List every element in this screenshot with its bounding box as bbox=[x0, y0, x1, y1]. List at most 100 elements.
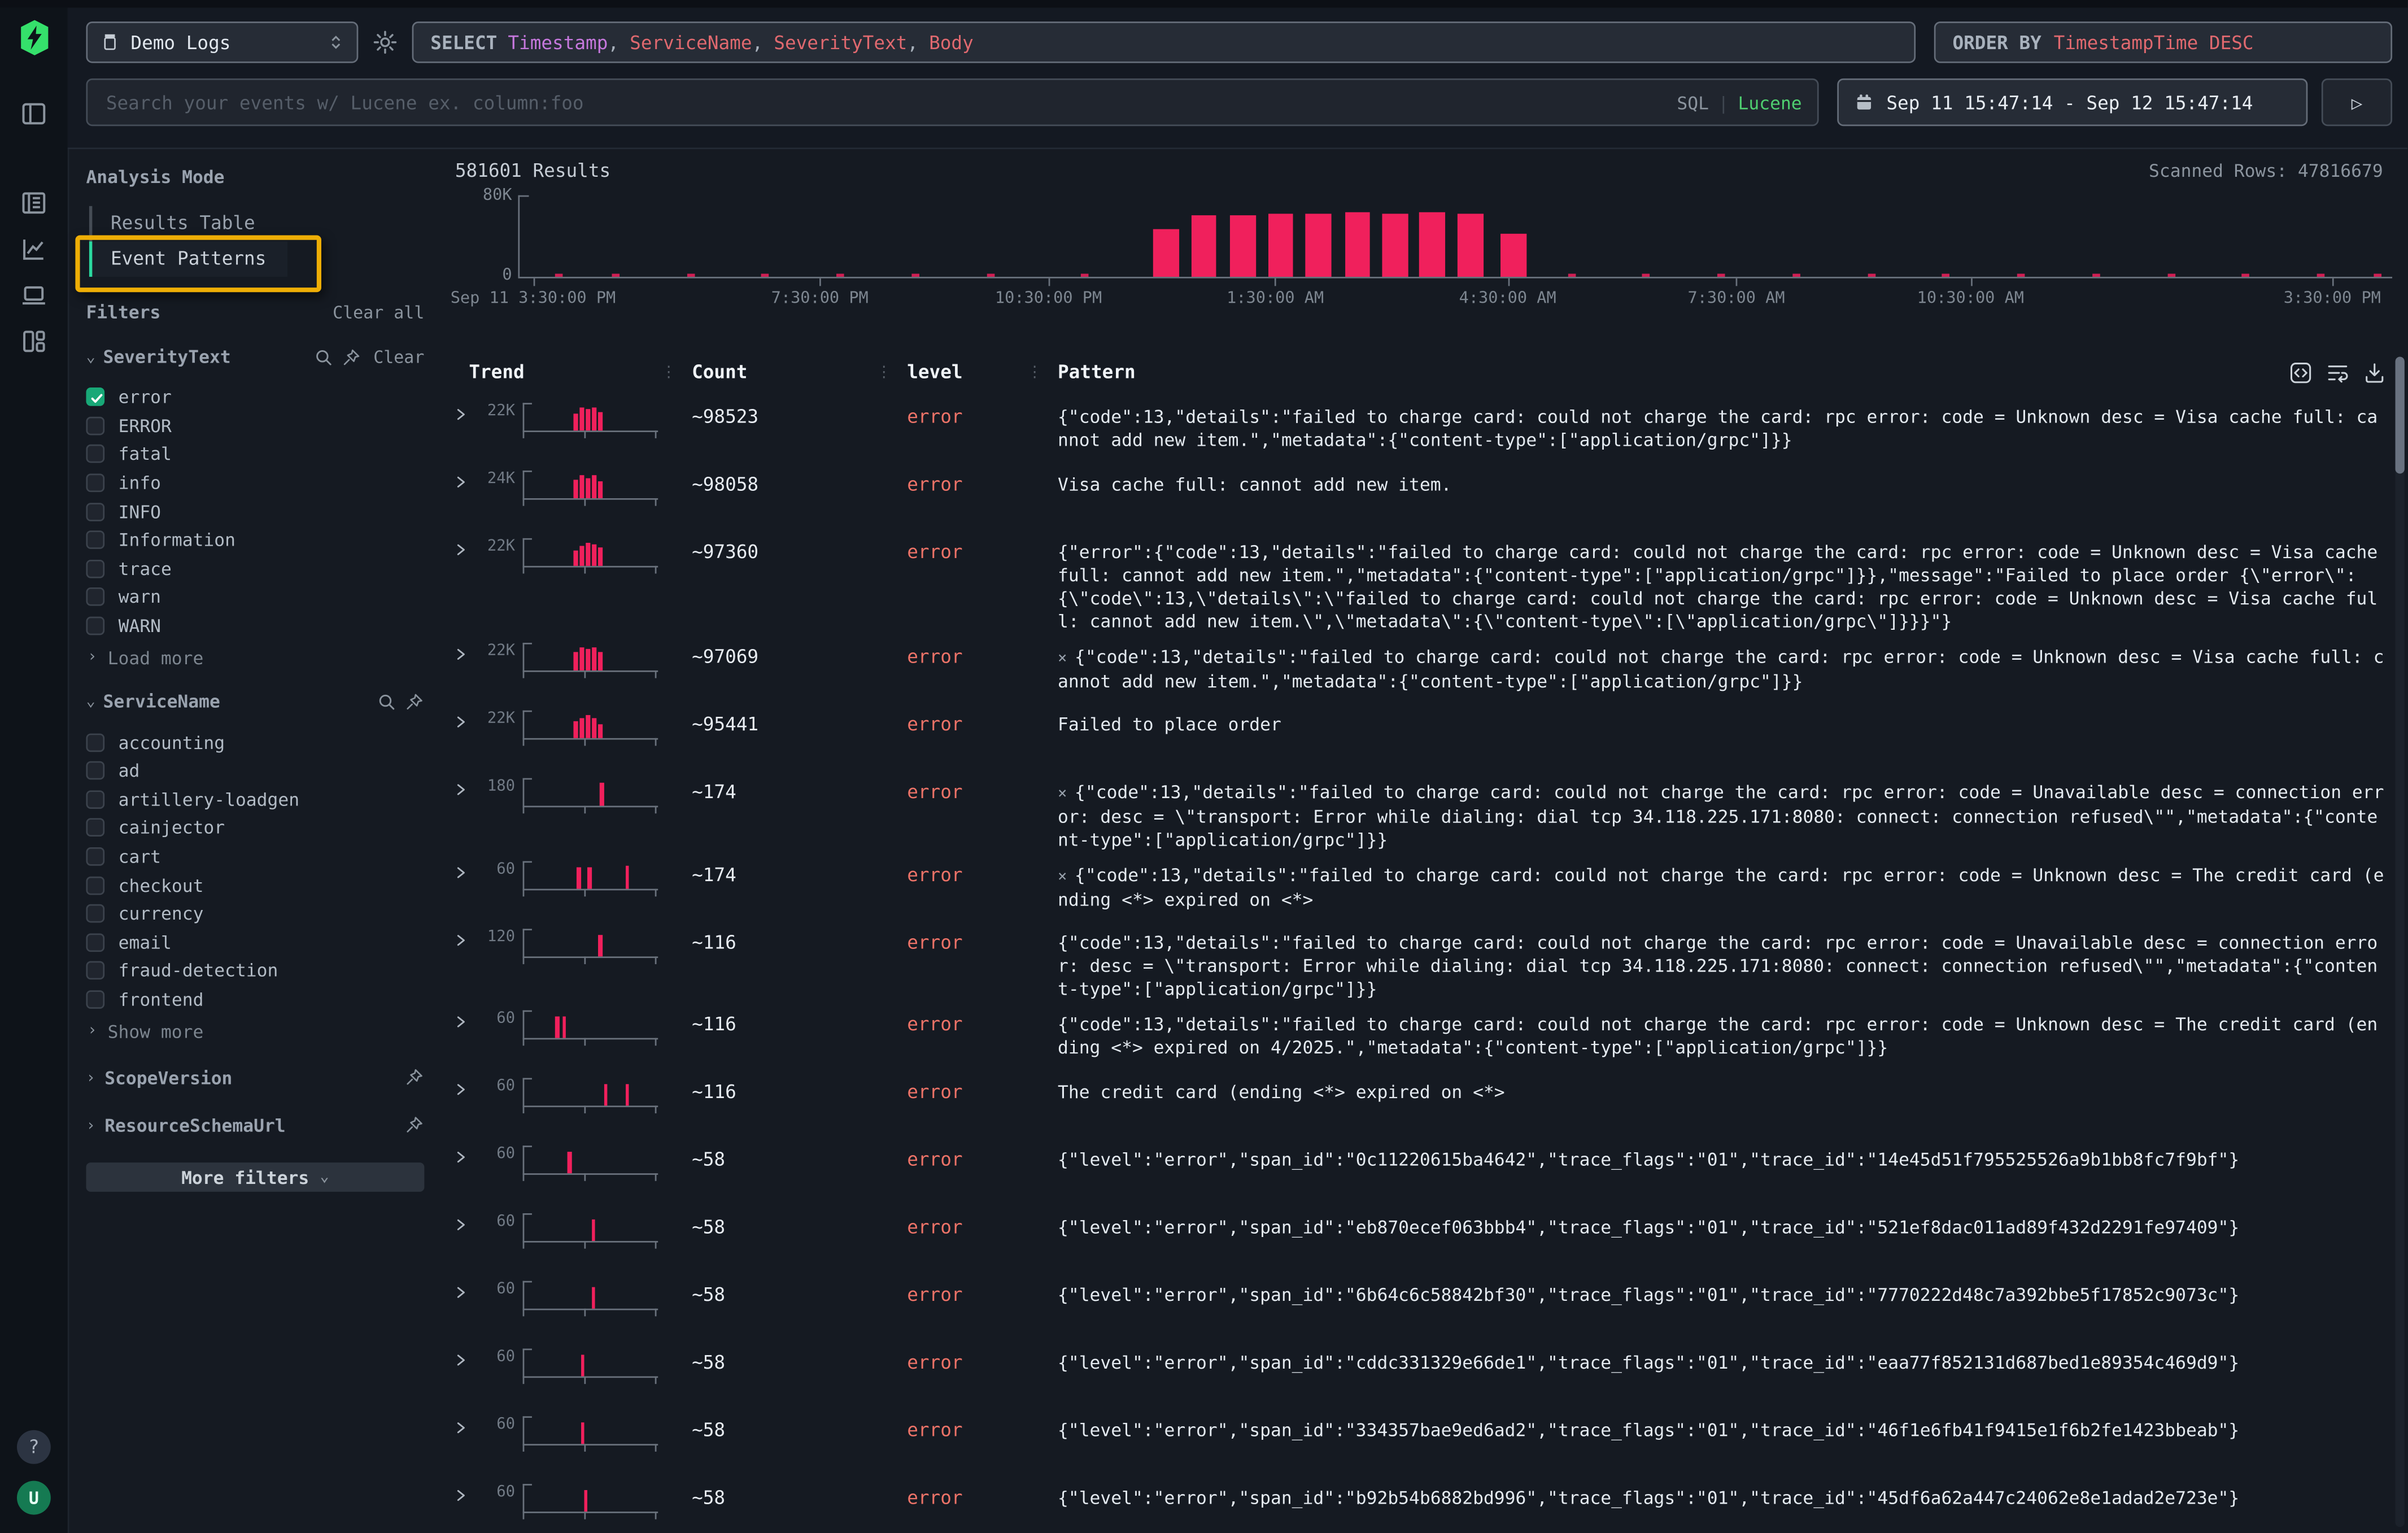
dashboards-icon[interactable] bbox=[20, 328, 47, 355]
chart-explorer-icon[interactable] bbox=[20, 236, 47, 263]
filter-option-fraud-detection[interactable]: fraud-detection bbox=[86, 957, 424, 986]
checkbox-trace[interactable] bbox=[86, 560, 104, 578]
pin-icon[interactable] bbox=[404, 1112, 424, 1141]
filter-option-checkout[interactable]: checkout bbox=[86, 871, 424, 900]
search-input[interactable] bbox=[103, 90, 1668, 115]
search-logs-icon[interactable] bbox=[20, 189, 47, 217]
histogram-bar[interactable] bbox=[1500, 234, 1526, 277]
pattern-row[interactable]: 60~58error{"level":"error","span_id":"eb… bbox=[443, 1204, 2407, 1272]
row-expand-chevron[interactable] bbox=[453, 534, 473, 634]
filter-group-servicename-header[interactable]: ⌄ ServiceName bbox=[86, 690, 424, 715]
filter-option-cainjector[interactable]: cainjector bbox=[86, 813, 424, 842]
row-expand-chevron[interactable] bbox=[453, 856, 473, 920]
row-expand-chevron[interactable] bbox=[453, 1479, 473, 1533]
pattern-cell[interactable]: ×{"code":13,"details":"failed to charge … bbox=[1058, 856, 2407, 920]
show-more-button[interactable]: › Show more bbox=[88, 1018, 424, 1044]
pattern-row[interactable]: 60~58error{"level":"error","span_id":"b9… bbox=[443, 1475, 2407, 1533]
checkbox-info[interactable] bbox=[86, 474, 104, 493]
pattern-row[interactable]: 22K~97360error{"error":{"code":13,"detai… bbox=[443, 529, 2407, 634]
histogram-bar[interactable] bbox=[1231, 216, 1257, 277]
search-filter-icon[interactable] bbox=[377, 692, 396, 712]
checkbox-frontend[interactable] bbox=[86, 990, 104, 1009]
toggle-sidebar-icon[interactable] bbox=[20, 100, 47, 128]
filter-option-cart[interactable]: cart bbox=[86, 842, 424, 871]
row-expand-chevron[interactable] bbox=[453, 398, 473, 461]
column-resize-handle-icon[interactable]: ⋮ bbox=[876, 364, 892, 381]
checkbox-warn[interactable] bbox=[86, 588, 104, 607]
column-header-level[interactable]: level ⋮ bbox=[907, 362, 1058, 383]
download-icon[interactable] bbox=[2363, 360, 2386, 384]
histogram-bar[interactable] bbox=[1345, 212, 1371, 277]
more-filters-button[interactable]: More filters ⌄ bbox=[86, 1163, 424, 1192]
pattern-row[interactable]: 60~58error{"level":"error","span_id":"6b… bbox=[443, 1271, 2407, 1339]
results-histogram[interactable] bbox=[518, 195, 2392, 277]
row-expand-chevron[interactable] bbox=[453, 638, 473, 702]
time-range-picker[interactable]: Sep 11 15:47:14 - Sep 12 15:47:14 bbox=[1837, 79, 2307, 126]
pattern-row[interactable]: 120~116error{"code":13,"details":"failed… bbox=[443, 920, 2407, 1001]
filter-option-error[interactable]: error bbox=[86, 383, 424, 412]
pattern-row[interactable]: 22K~98523error{"code":13,"details":"fail… bbox=[443, 394, 2407, 461]
filter-group-severitytext-header[interactable]: ⌄ SeverityText Clear bbox=[86, 345, 424, 369]
filter-option-ad[interactable]: ad bbox=[86, 756, 424, 785]
pattern-cell[interactable]: Failed to place order bbox=[1058, 706, 2407, 769]
analysis-mode-results-table[interactable]: Results Table bbox=[89, 206, 277, 242]
pattern-row[interactable]: 60~116errorThe credit card (ending <*> e… bbox=[443, 1069, 2407, 1136]
column-resize-handle-icon[interactable]: ⋮ bbox=[661, 364, 677, 381]
column-header-count[interactable]: Count ⋮ bbox=[692, 362, 907, 383]
histogram-bar[interactable] bbox=[1305, 214, 1331, 277]
vertical-scrollbar[interactable] bbox=[2395, 357, 2404, 1527]
checkbox-ad[interactable] bbox=[86, 761, 104, 780]
histogram-bar[interactable] bbox=[1153, 229, 1179, 277]
filter-option-info[interactable]: info bbox=[86, 469, 424, 498]
pattern-cell[interactable]: {"error":{"code":13,"details":"failed to… bbox=[1058, 534, 2407, 634]
pin-icon[interactable] bbox=[404, 692, 424, 712]
pattern-row[interactable]: 60~174error×{"code":13,"details":"failed… bbox=[443, 852, 2407, 920]
pin-icon[interactable] bbox=[341, 347, 361, 367]
load-more-button[interactable]: › Load more bbox=[88, 645, 424, 671]
row-expand-chevron[interactable] bbox=[453, 773, 473, 852]
column-header-pattern[interactable]: Pattern bbox=[1058, 360, 2407, 384]
filter-option-artillery-loadgen[interactable]: artillery-loadgen bbox=[86, 785, 424, 814]
histogram-bar[interactable] bbox=[1457, 213, 1483, 277]
filter-group-scopeversion[interactable]: ›ScopeVersion bbox=[86, 1065, 424, 1092]
clear-group-button[interactable]: Clear bbox=[373, 347, 424, 367]
pattern-cell[interactable]: {"level":"error","span_id":"0c11220615ba… bbox=[1058, 1141, 2407, 1204]
row-expand-chevron[interactable] bbox=[453, 1209, 473, 1272]
checkbox-fraud-detection[interactable] bbox=[86, 962, 104, 981]
filter-option-warn[interactable]: warn bbox=[86, 583, 424, 612]
pattern-cell[interactable]: {"level":"error","span_id":"cddc331329e6… bbox=[1058, 1344, 2407, 1407]
pattern-row[interactable]: 24K~98058errorVisa cache full: cannot ad… bbox=[443, 461, 2407, 529]
clear-all-filters-button[interactable]: Clear all bbox=[333, 302, 424, 322]
language-toggle-sql[interactable]: SQL bbox=[1677, 92, 1709, 113]
column-resize-handle-icon[interactable]: ⋮ bbox=[1027, 364, 1042, 381]
wrap-text-icon[interactable] bbox=[2326, 360, 2349, 384]
histogram-bar[interactable] bbox=[1382, 214, 1408, 277]
filter-option-currency[interactable]: currency bbox=[86, 899, 424, 928]
checkbox-cainjector[interactable] bbox=[86, 818, 104, 837]
pattern-row[interactable]: 60~116error{"code":13,"details":"failed … bbox=[443, 1001, 2407, 1069]
pattern-row[interactable]: 22K~95441errorFailed to place order bbox=[443, 701, 2407, 769]
checkbox-checkout[interactable] bbox=[86, 876, 104, 895]
row-expand-chevron[interactable] bbox=[453, 924, 473, 1001]
source-selector[interactable]: Demo Logs bbox=[86, 21, 358, 63]
pin-icon[interactable] bbox=[404, 1064, 424, 1093]
checkbox-cart[interactable] bbox=[86, 847, 104, 866]
user-avatar[interactable]: U bbox=[17, 1481, 51, 1515]
filter-option-email[interactable]: email bbox=[86, 928, 424, 957]
pattern-cell[interactable]: ×{"code":13,"details":"failed to charge … bbox=[1058, 773, 2407, 852]
pattern-cell[interactable]: {"level":"error","span_id":"6b64c6c58842… bbox=[1058, 1277, 2407, 1340]
filter-option-trace[interactable]: trace bbox=[86, 555, 424, 583]
filter-option-accounting[interactable]: accounting bbox=[86, 728, 424, 757]
filter-option-INFO[interactable]: INFO bbox=[86, 497, 424, 526]
pattern-cell[interactable]: {"code":13,"details":"failed to charge c… bbox=[1058, 924, 2407, 1001]
language-toggle-lucene[interactable]: Lucene bbox=[1738, 92, 1802, 113]
order-by-editor[interactable]: ORDER BY TimestampTime DESC bbox=[1934, 21, 2392, 63]
row-expand-chevron[interactable] bbox=[453, 1141, 473, 1204]
checkbox-ERROR[interactable] bbox=[86, 416, 104, 435]
checkbox-fatal[interactable] bbox=[86, 445, 104, 464]
pattern-cell[interactable]: {"level":"error","span_id":"eb870ecef063… bbox=[1058, 1209, 2407, 1272]
row-expand-chevron[interactable] bbox=[453, 706, 473, 769]
scrollbar-thumb[interactable] bbox=[2395, 357, 2404, 474]
pattern-cell[interactable]: The credit card (ending <*> expired on <… bbox=[1058, 1073, 2407, 1136]
checkbox-WARN[interactable] bbox=[86, 617, 104, 635]
